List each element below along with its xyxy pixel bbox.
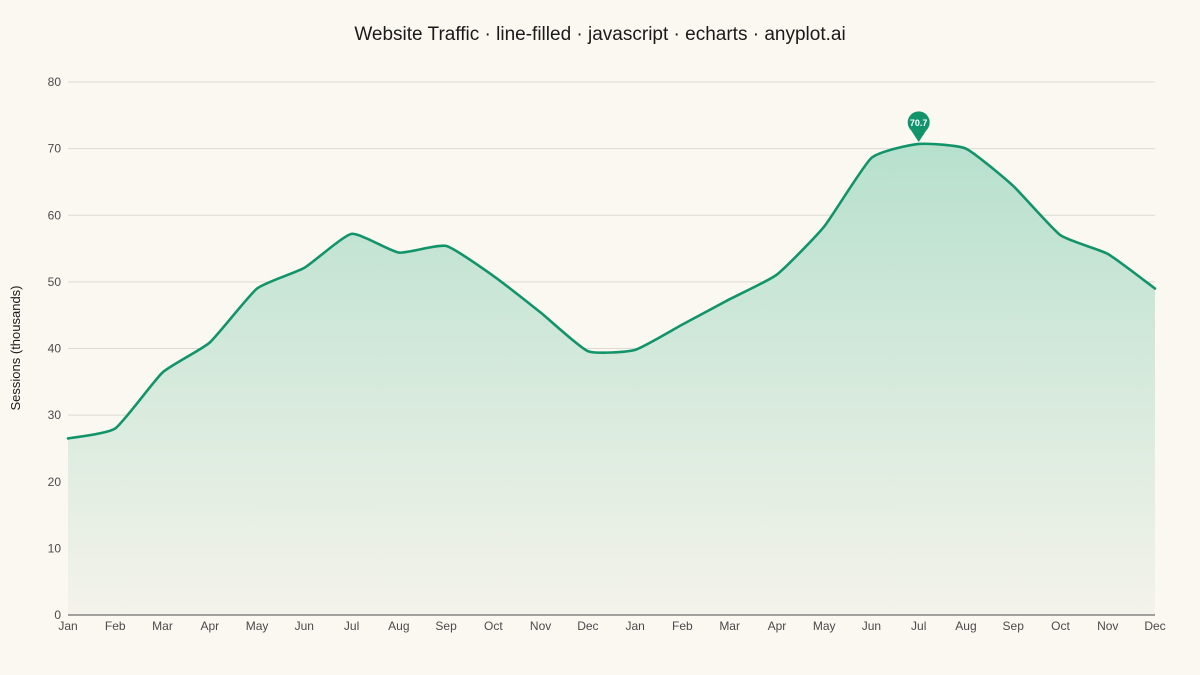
x-tick-label: Jan bbox=[625, 619, 644, 633]
area-fill bbox=[68, 143, 1155, 615]
data-point bbox=[161, 370, 165, 374]
data-point bbox=[1058, 233, 1062, 237]
data-point bbox=[1153, 287, 1157, 291]
y-tick-label: 10 bbox=[48, 541, 62, 555]
y-tick-label: 60 bbox=[48, 208, 62, 222]
x-tick-label: Jan bbox=[58, 619, 77, 633]
data-point bbox=[680, 323, 684, 327]
data-point bbox=[728, 297, 732, 301]
peak-marker-pin bbox=[907, 111, 930, 142]
x-tick-label: Jun bbox=[295, 619, 314, 633]
x-tick-label: Dec bbox=[1144, 619, 1165, 633]
data-point bbox=[1011, 184, 1015, 188]
x-tick-label: Sep bbox=[435, 619, 457, 633]
peak-marker-label: 70.7 bbox=[910, 118, 928, 128]
data-point bbox=[208, 341, 212, 345]
x-tick-label: Feb bbox=[105, 619, 126, 633]
x-tick-label: Aug bbox=[955, 619, 976, 633]
data-point bbox=[964, 147, 968, 151]
data-point bbox=[822, 225, 826, 229]
data-point bbox=[444, 244, 448, 248]
y-tick-label: 40 bbox=[48, 342, 62, 356]
y-tick-label: 20 bbox=[48, 475, 62, 489]
x-tick-label: Apr bbox=[768, 619, 787, 633]
x-tick-label: Dec bbox=[577, 619, 598, 633]
y-tick-label: 80 bbox=[48, 75, 62, 89]
x-tick-label: Nov bbox=[530, 619, 551, 633]
x-tick-label: Oct bbox=[484, 619, 503, 633]
axes: 0 10 20 30 40 50 60 70 80 Jan Feb Mar Apr May Jun Jul Au… bbox=[48, 75, 1166, 633]
data-point bbox=[350, 232, 354, 236]
x-tick-label: Aug bbox=[388, 619, 409, 633]
data-point bbox=[917, 142, 921, 146]
y-tick-label: 30 bbox=[48, 408, 62, 422]
x-tick-label: May bbox=[246, 619, 269, 633]
y-tick-label: 70 bbox=[48, 142, 62, 156]
y-tick-label: 50 bbox=[48, 275, 62, 289]
x-tick-label: Apr bbox=[200, 619, 219, 633]
y-tick-label: 0 bbox=[54, 608, 61, 622]
data-point bbox=[255, 287, 259, 291]
x-tick-label: Jul bbox=[911, 619, 926, 633]
area-series bbox=[66, 142, 1157, 615]
series-line bbox=[66, 142, 1157, 440]
data-point bbox=[775, 273, 779, 277]
data-point bbox=[869, 156, 873, 160]
y-axis-title: Sessions (thousands) bbox=[8, 285, 23, 410]
x-tick-label: Jul bbox=[344, 619, 359, 633]
x-tick-label: Sep bbox=[1003, 619, 1025, 633]
data-point bbox=[113, 426, 117, 430]
x-tick-label: Jun bbox=[862, 619, 881, 633]
data-point bbox=[1106, 252, 1110, 256]
x-tick-label: May bbox=[813, 619, 836, 633]
data-point bbox=[302, 266, 306, 270]
data-point bbox=[397, 251, 401, 255]
x-tick-label: Mar bbox=[152, 619, 173, 633]
data-point bbox=[586, 349, 590, 353]
x-tick-label: Mar bbox=[719, 619, 740, 633]
chart-title: Website Traffic · line-filled · javascri… bbox=[354, 24, 845, 45]
data-point bbox=[633, 348, 637, 352]
x-tick-label: Oct bbox=[1051, 619, 1070, 633]
data-point bbox=[491, 274, 495, 278]
peak-marker: 70.7 bbox=[907, 111, 930, 142]
data-point bbox=[66, 436, 70, 440]
x-tick-label: Feb bbox=[672, 619, 693, 633]
data-point bbox=[539, 311, 543, 315]
x-tick-label: Nov bbox=[1097, 619, 1118, 633]
